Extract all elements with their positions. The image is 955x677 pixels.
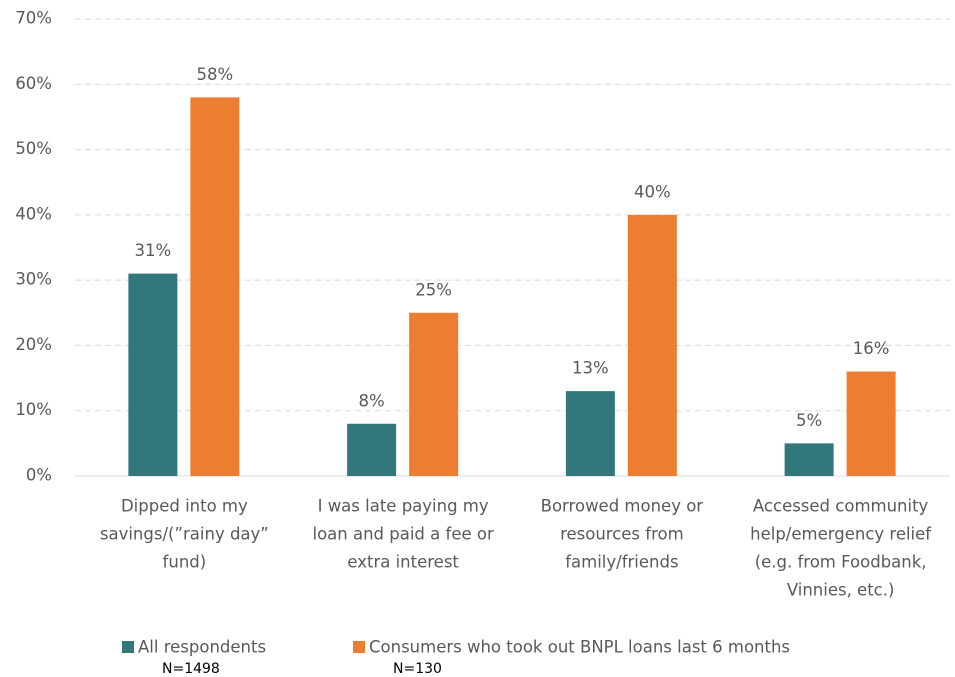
x-tick-label: I was late paying my [318,497,489,516]
data-label: 58% [197,65,234,84]
x-tick-label: fund) [163,553,207,572]
y-tick-label: 0% [26,466,52,485]
legend-swatch [353,641,365,653]
y-tick-label: 10% [15,400,52,419]
x-tick-label: Accessed community [753,497,929,516]
legend-swatch [122,641,134,653]
x-tick-label: help/emergency relief [750,525,932,544]
bar [846,371,896,476]
y-tick-label: 30% [15,270,52,289]
x-tick-label: savings/(”rainy day” [100,525,269,544]
x-tick-label: family/friends [565,553,678,572]
legend-label: Consumers who took out BNPL loans last 6… [369,638,790,657]
x-tick-label: resources from [560,525,684,544]
data-label: 13% [572,359,609,378]
x-tick-label: loan and paid a fee or [312,525,493,544]
x-tick-label: (e.g. from Foodbank, [755,553,927,572]
bar [347,423,397,476]
bar [627,214,677,476]
data-label: 40% [634,182,671,201]
y-tick-label: 60% [15,74,52,93]
bar [409,312,459,476]
legend-sample: N=130 [393,661,442,677]
bar [784,443,834,476]
bar [565,391,615,476]
data-label: 25% [415,280,452,299]
x-tick-label: Borrowed money or [541,497,704,516]
data-label: 8% [359,391,385,410]
x-tick-label: extra interest [347,553,459,572]
x-tick-label: Dipped into my [121,497,248,516]
x-tick-label: Vinnies, etc.) [787,581,895,600]
y-tick-label: 20% [15,335,52,354]
legend-sample: N=1498 [162,661,220,677]
y-tick-label: 50% [15,139,52,158]
legend-label: All respondents [138,638,266,657]
data-label: 16% [853,339,890,358]
bar [128,273,178,476]
y-tick-label: 40% [15,204,52,223]
y-tick-label: 70% [15,9,52,28]
data-label: 31% [135,241,172,260]
data-label: 5% [796,411,822,430]
bar [190,97,240,476]
